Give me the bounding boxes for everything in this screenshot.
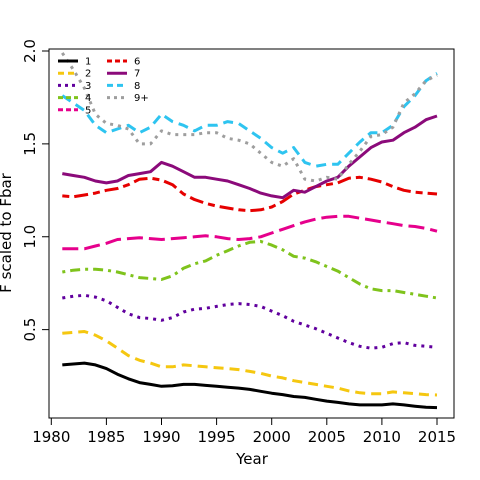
legend-label-5: 5 (85, 105, 91, 116)
series-line-5 (62, 214, 438, 251)
y-axis-title: F scaled to Fbar (0, 172, 15, 293)
x-tick-label-1995: 1995 (198, 428, 236, 446)
x-tick-label-2015: 2015 (418, 428, 456, 446)
legend-label-6: 6 (134, 57, 140, 68)
x-tick-label-2010: 2010 (363, 428, 401, 446)
y-tick-label-1.5: 1.5 (21, 132, 39, 156)
series-line-8 (61, 72, 438, 168)
series-line-3 (62, 293, 438, 350)
series-line-4 (62, 239, 438, 300)
series-lines (61, 52, 438, 410)
x-tick-label-2000: 2000 (253, 428, 291, 446)
x-tick-label-2005: 2005 (308, 428, 346, 446)
series-line-6 (62, 175, 438, 213)
x-tick-label-1980: 1980 (32, 428, 70, 446)
legend-label-1: 1 (85, 57, 91, 68)
series-line-2 (62, 330, 438, 397)
y-tick-label-0.5: 0.5 (21, 318, 39, 342)
x-tick-label-1990: 1990 (142, 428, 180, 446)
legend-label-3: 3 (85, 81, 91, 92)
legend-label-8: 8 (134, 81, 140, 92)
legend-label-4: 4 (85, 93, 91, 104)
y-axis: 0.5 1.0 1.5 2.0 (21, 39, 49, 342)
y-tick-label-1.0: 1.0 (21, 225, 39, 249)
x-axis-title: Year (235, 450, 269, 468)
x-axis: 1980 1985 1990 1995 2000 2005 2010 2015 (32, 418, 456, 446)
y-tick-label-2.0: 2.0 (21, 39, 39, 63)
series-line-7 (62, 114, 438, 200)
series-line-1 (62, 361, 438, 410)
plot-frame (48, 48, 455, 419)
legend-label-9plus: 9+ (134, 93, 149, 104)
legend-label-7: 7 (134, 69, 140, 80)
x-tick-label-1985: 1985 (87, 428, 125, 446)
legend-label-2: 2 (85, 69, 91, 80)
